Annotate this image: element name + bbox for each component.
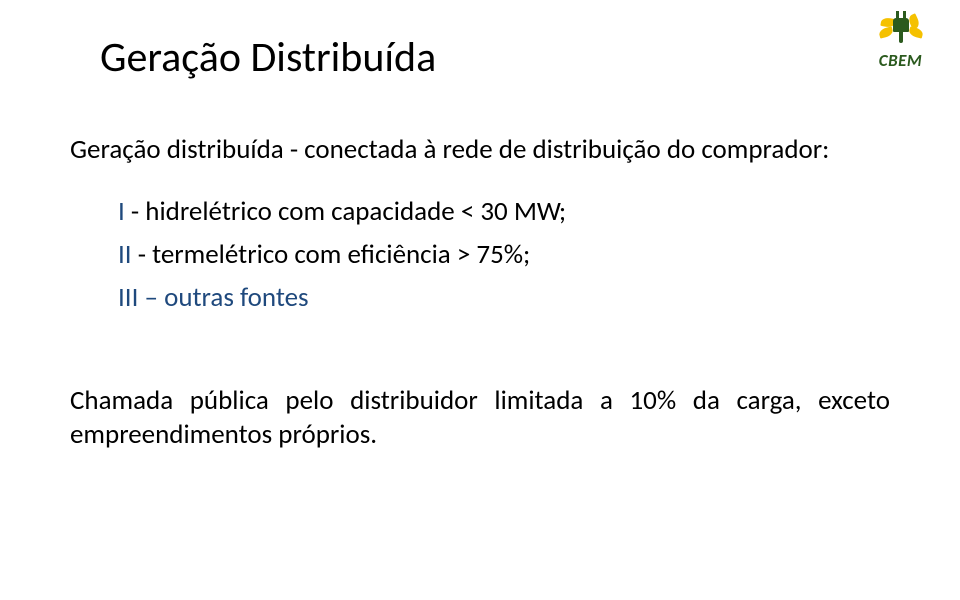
intro-prefix: Geração distribuída [70, 133, 290, 166]
logo: CBEM [863, 10, 938, 71]
item-level: III [118, 281, 138, 314]
logo-plug-leaves-icon [879, 10, 923, 48]
item-text: - termelétrico com eficiência > 75%; [132, 238, 531, 271]
slide-title: Geração Distribuída [100, 32, 890, 83]
list-item: III – outras fontes [118, 281, 890, 314]
intro-paragraph: Geração distribuída - conectada à rede d… [70, 133, 890, 167]
item-level: II [118, 238, 132, 271]
logo-text: CBEM [863, 50, 938, 71]
item-text: - hidrelétrico com capacidade < 30 MW; [125, 195, 566, 228]
list-item: II - termelétrico com eficiência > 75%; [118, 238, 890, 271]
slide: CBEM Geração Distribuída Geração distrib… [0, 0, 960, 600]
item-text: – outras fontes [138, 281, 308, 314]
footer-paragraph: Chamada pública pelo distribuidor limita… [70, 384, 890, 452]
intro-rest: - conectada à rede de distribuição do co… [290, 133, 830, 166]
item-level: I [118, 195, 125, 228]
list-item: I - hidrelétrico com capacidade < 30 MW; [118, 195, 890, 228]
items-list: I - hidrelétrico com capacidade < 30 MW;… [118, 195, 890, 314]
